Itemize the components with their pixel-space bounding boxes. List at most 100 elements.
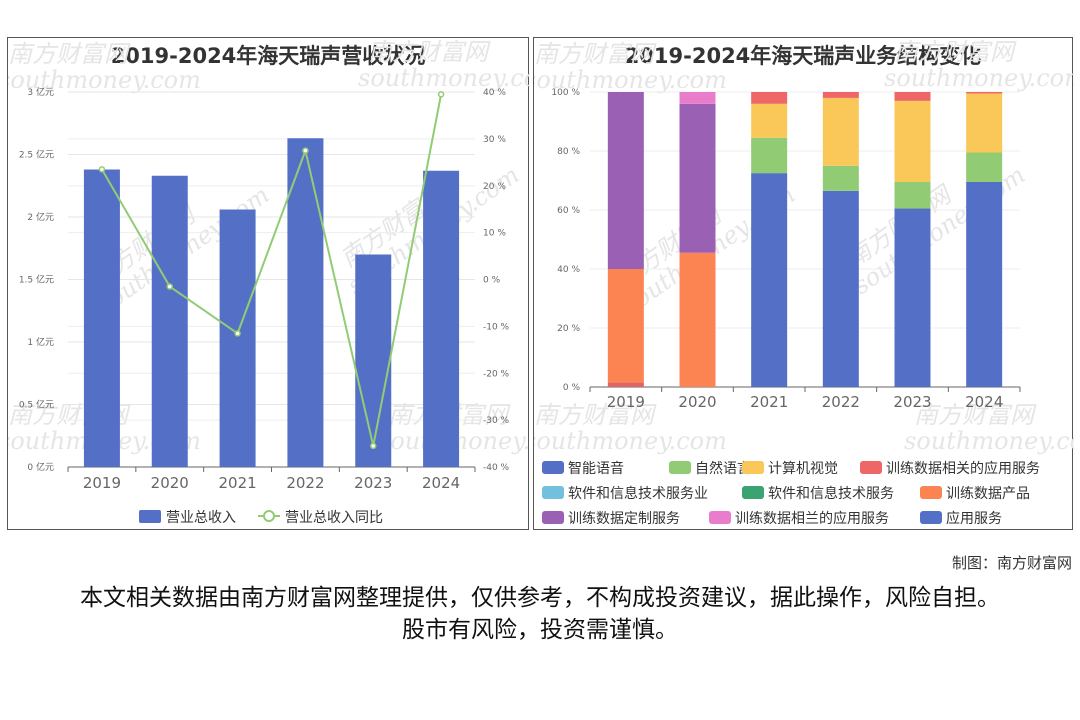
watermark-subtext: southmoney.com [8, 66, 201, 94]
revenue-bar-2021 [219, 209, 256, 467]
x-axis-tick-label: 2020 [678, 393, 716, 411]
y-axis-tick-label: 0 % [563, 383, 581, 393]
legend-label-1: 自然语言 [695, 460, 751, 477]
yoy-point-2024 [437, 91, 445, 98]
segment-2024-1 [966, 152, 1003, 182]
watermark-text: 南方财富网 [534, 401, 657, 429]
right-axis-tick-label: -30 % [483, 416, 510, 426]
legend-swatch-4 [542, 486, 564, 499]
segment-2019-6 [607, 269, 644, 383]
watermark-subtext: southmoney.com [884, 64, 1074, 92]
right-axis-tick-label: 0 % [483, 276, 501, 286]
right-axis-tick-label: 40 % [483, 88, 506, 98]
legend-swatch-0 [542, 461, 564, 474]
segment-2022-3 [822, 92, 859, 98]
y-axis-tick-label: 40 % [557, 265, 580, 275]
legend-swatch-5 [742, 486, 764, 499]
right-axis-tick-label: -20 % [483, 369, 510, 379]
legend-label-revenue: 营业总收入 [166, 510, 236, 526]
source-note: 制图：南方财富网 [951, 554, 1072, 572]
right-axis-tick-label: -10 % [483, 322, 510, 332]
revenue-bar-2024 [423, 170, 460, 467]
x-axis-tick-label: 2023 [354, 474, 392, 492]
legend-label-0: 智能语音 [568, 460, 624, 477]
x-axis-tick-label: 2021 [750, 393, 788, 411]
left-axis-tick-label: 2.5 亿元 [19, 149, 54, 161]
legend-swatch-8 [709, 511, 731, 524]
watermark-text: 南方财富网 [534, 40, 657, 68]
right-axis-tick-label: 20 % [483, 182, 506, 192]
left-axis-tick-label: 0 亿元 [27, 461, 54, 473]
segment-2024-3 [966, 92, 1003, 94]
segment-2022-1 [822, 165, 859, 191]
legend-swatch-1 [669, 461, 691, 474]
yoy-point-2020 [166, 283, 173, 290]
legend-label-3: 训练数据相关的应用服务 [886, 460, 1040, 477]
segment-2019-7 [607, 92, 644, 269]
segment-2023-3 [894, 92, 931, 101]
y-axis-tick-label: 60 % [557, 206, 580, 216]
watermark-text: 南方财富网 [368, 38, 491, 66]
y-axis-tick-label: 20 % [557, 324, 580, 334]
right-axis-tick-label: -40 % [483, 463, 510, 473]
business-structure-chart: 南方财富网southmoney.com南方财富网southmoney.com南方… [534, 38, 1074, 527]
legend-marker-yoy [263, 510, 275, 522]
segment-2020-8 [679, 92, 716, 104]
segment-2024-0 [966, 181, 1003, 387]
watermark-text: 南方财富网 [894, 38, 1017, 66]
disclaimer: 本文相关数据由南方财富网整理提供，仅供参考，不构成投资建议，据此操作，风险自担。… [80, 585, 1000, 643]
watermark-subtext: southmoney.com [358, 64, 530, 92]
left-axis-tick-label: 3 亿元 [27, 86, 54, 98]
legend-label-7: 训练数据定制服务 [568, 511, 680, 527]
legend-label-2: 计算机视觉 [768, 461, 838, 477]
yoy-point-2021 [234, 330, 241, 337]
x-axis-tick-label: 2022 [822, 393, 860, 411]
watermark-subtext: southmoney.com [534, 66, 727, 94]
segment-2021-3 [751, 92, 788, 104]
watermark-subtext: southmoney.com [534, 427, 727, 455]
x-axis-tick-label: 2019 [83, 474, 121, 492]
right-axis-tick-label: 30 % [483, 135, 506, 145]
watermark-text: 南方财富网 [914, 401, 1037, 429]
segment-2021-2 [751, 103, 788, 138]
left-axis-tick-label: 1.5 亿元 [19, 274, 54, 286]
yoy-point-2023 [370, 442, 377, 450]
legend-swatch-3 [860, 461, 882, 474]
left-axis-tick-label: 1 亿元 [27, 336, 54, 348]
revenue-chart: 南方财富网southmoney.com南方财富网southmoney.com南方… [8, 38, 530, 526]
x-axis-tick-label: 2023 [893, 393, 931, 411]
left-axis-tick-label: 2 亿元 [27, 211, 54, 223]
revenue-bar-2020 [151, 175, 188, 467]
legend-swatch-7 [542, 511, 564, 524]
revenue-bar-2023 [355, 254, 392, 467]
x-axis-tick-label: 2022 [286, 474, 324, 492]
segment-2022-0 [822, 190, 859, 387]
x-axis-tick-label: 2024 [965, 393, 1003, 411]
legend-label-9: 应用服务 [946, 510, 1002, 527]
segment-2023-1 [894, 181, 931, 209]
revenue-chart-title: 2019-2024年海天瑞声营收状况 [110, 44, 426, 68]
business-structure-chart-title: 2019-2024年海天瑞声业务结构变化 [624, 44, 982, 68]
segment-2023-0 [894, 208, 931, 387]
segment-2021-1 [751, 137, 788, 174]
legend-swatch-2 [742, 461, 764, 474]
x-axis-tick-label: 2020 [151, 474, 189, 492]
segment-2024-2 [966, 93, 1003, 153]
x-axis-tick-label: 2021 [218, 474, 256, 492]
segment-2021-0 [751, 173, 788, 387]
segment-2020-7 [679, 103, 716, 253]
x-axis-tick-label: 2024 [422, 474, 460, 492]
yoy-point-2019 [98, 166, 106, 173]
legend-label-8: 训练数据相兰的应用服务 [735, 510, 889, 527]
watermark-text: 南方财富网 [8, 40, 131, 68]
legend-label-yoy: 营业总收入同比 [285, 510, 383, 526]
left-axis-tick-label: 0.5 亿元 [19, 399, 54, 411]
segment-2020-6 [679, 252, 716, 387]
yoy-point-2022 [302, 147, 309, 154]
legend-swatch-revenue [139, 510, 161, 523]
